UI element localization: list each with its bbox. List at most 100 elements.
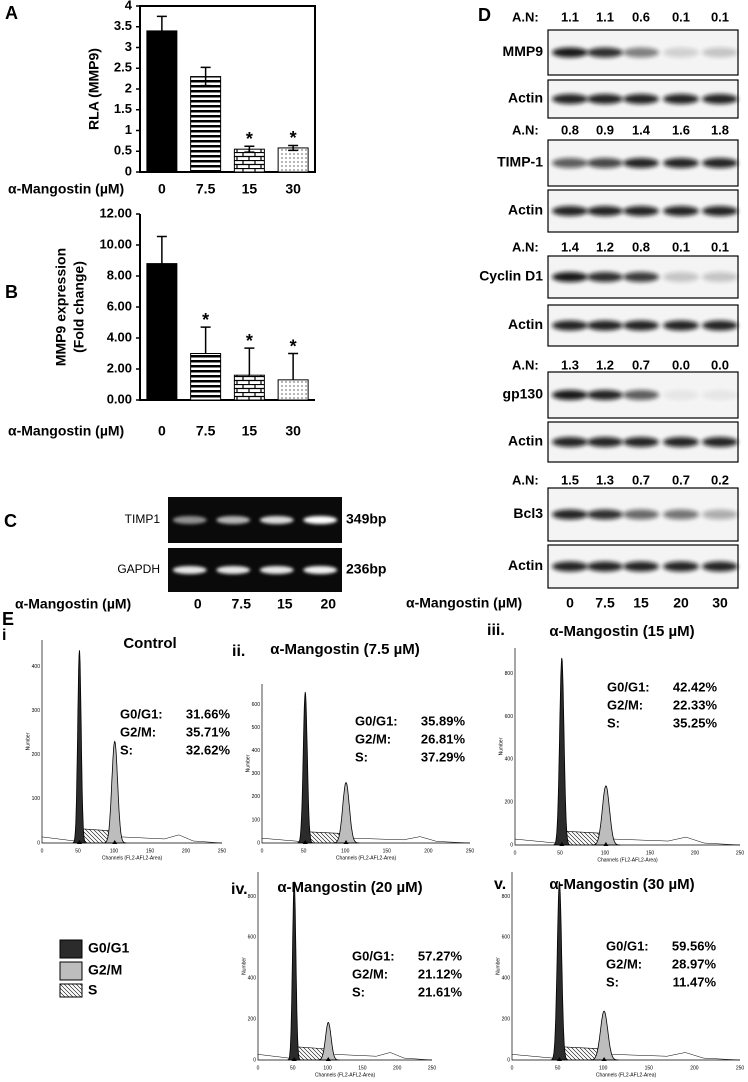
axes xyxy=(511,872,740,1061)
panel-title: α-Mangostin (15 µM) xyxy=(549,623,694,640)
x-tick-label: 50 xyxy=(557,850,563,856)
y-tick-label: 400 xyxy=(248,976,257,982)
blot-band xyxy=(552,437,588,447)
blot-band xyxy=(663,437,699,447)
an-label: A.N: xyxy=(512,9,539,24)
blot-label: Actin xyxy=(508,90,543,106)
error-bar xyxy=(288,352,299,380)
an-value: 0.7 xyxy=(632,472,650,487)
blot-band xyxy=(552,206,588,216)
an-value: 1.4 xyxy=(632,122,651,137)
gel-row-label: GAPDH xyxy=(117,562,160,576)
peak-marker xyxy=(302,840,308,844)
x-axis-label: α-Mangostin (µM) xyxy=(8,181,124,197)
blot-band xyxy=(552,561,588,572)
stat-value: 35.71% xyxy=(186,724,231,739)
an-value: 0.1 xyxy=(711,9,729,24)
blot-band xyxy=(623,206,659,216)
x-tick-label: 200 xyxy=(690,1065,699,1071)
y-tick-label: 6.00 xyxy=(107,298,132,313)
blot-band xyxy=(663,272,699,282)
blot-band xyxy=(623,561,659,572)
histogram-outline xyxy=(511,1052,741,1061)
stat-value: 35.89% xyxy=(421,713,466,728)
an-value: 0.7 xyxy=(672,472,690,487)
g2m-peak xyxy=(591,785,621,846)
bar xyxy=(277,379,309,401)
y-tick-label: 200 xyxy=(32,752,41,758)
blot-band xyxy=(552,320,588,331)
y-tick-label: 0 xyxy=(37,840,40,846)
y-tick-label: 0 xyxy=(510,842,513,848)
gel-size-label: 236bp xyxy=(346,561,386,577)
stat-value: 37.29% xyxy=(421,749,466,764)
y-tick-label: 12.00 xyxy=(99,205,132,220)
y-tick-label: 0 xyxy=(253,1057,256,1063)
an-value: 0.0 xyxy=(672,357,690,372)
y-axis-label: Number xyxy=(245,754,251,772)
blot-band xyxy=(587,561,623,572)
y-tick-label: 1 xyxy=(125,122,132,137)
blot-band xyxy=(587,272,623,282)
x-tick-label: 250 xyxy=(736,850,745,856)
y-tick-label: 600 xyxy=(252,702,261,708)
error-bar xyxy=(244,145,255,153)
blot-band xyxy=(587,47,623,58)
y-axis-label: (Fold change) xyxy=(71,261,87,353)
x-tick-label: 0 xyxy=(158,181,166,197)
y-tick-label: 0.5 xyxy=(114,143,132,158)
s-phase-area xyxy=(295,1046,325,1061)
stat-label: G2/M: xyxy=(120,724,156,739)
panel-numeral: ii. xyxy=(232,643,245,660)
blot-band xyxy=(663,561,699,572)
an-value: 0.2 xyxy=(711,472,729,487)
y-axis-label: Number xyxy=(495,957,501,975)
y-tick-label: 800 xyxy=(505,671,514,677)
blot-band xyxy=(552,272,588,282)
peak-marker xyxy=(76,840,82,844)
blot-band xyxy=(702,272,738,282)
y-tick-label: 300 xyxy=(252,771,261,777)
g0g1-peak xyxy=(72,650,87,844)
y-tick-label: 300 xyxy=(32,708,41,714)
histogram-outline xyxy=(41,834,223,844)
stat-label: S: xyxy=(355,749,368,764)
an-value: 0.8 xyxy=(561,122,579,137)
gel-band xyxy=(172,566,207,574)
blot-band xyxy=(663,47,699,58)
lane-label: 20 xyxy=(320,596,336,612)
panel-numeral: i xyxy=(2,627,6,644)
x-tick-label: 50 xyxy=(290,1065,296,1071)
an-value: 0.1 xyxy=(672,239,690,254)
error-bar xyxy=(156,15,167,47)
stat-label: G2/M: xyxy=(355,731,391,746)
x-axis-label: Channels (FL2-AFL2-Area) xyxy=(102,855,163,861)
y-tick-label: 2.5 xyxy=(114,60,132,75)
peak-marker xyxy=(112,840,118,844)
y-tick-label: 8.00 xyxy=(107,267,132,282)
gel-band xyxy=(303,516,338,524)
blot-band xyxy=(623,94,659,104)
legend-label: S xyxy=(88,982,97,998)
gel-band xyxy=(259,566,294,574)
an-value: 1.5 xyxy=(561,472,579,487)
x-tick-label: 150 xyxy=(645,1065,654,1071)
bar xyxy=(277,147,309,173)
significance-marker: * xyxy=(246,129,253,149)
x-tick-label: 100 xyxy=(110,848,119,854)
legend-swatch xyxy=(59,983,83,998)
an-value: 0.8 xyxy=(632,239,650,254)
y-tick-label: 200 xyxy=(248,1016,257,1022)
x-tick-label: 200 xyxy=(691,850,700,856)
blot-band xyxy=(587,320,623,331)
stat-label: S: xyxy=(607,715,620,730)
bar xyxy=(190,353,222,401)
g0g1-peak xyxy=(287,881,301,1061)
y-tick-label: 600 xyxy=(502,935,511,941)
stat-value: 31.66% xyxy=(186,706,231,721)
y-tick-label: 0.00 xyxy=(107,391,132,406)
gel-band xyxy=(259,516,294,524)
legend-label: G2/M xyxy=(88,962,122,978)
blot-label: TIMP-1 xyxy=(497,154,543,170)
stat-label: G0/G1: xyxy=(352,948,395,963)
